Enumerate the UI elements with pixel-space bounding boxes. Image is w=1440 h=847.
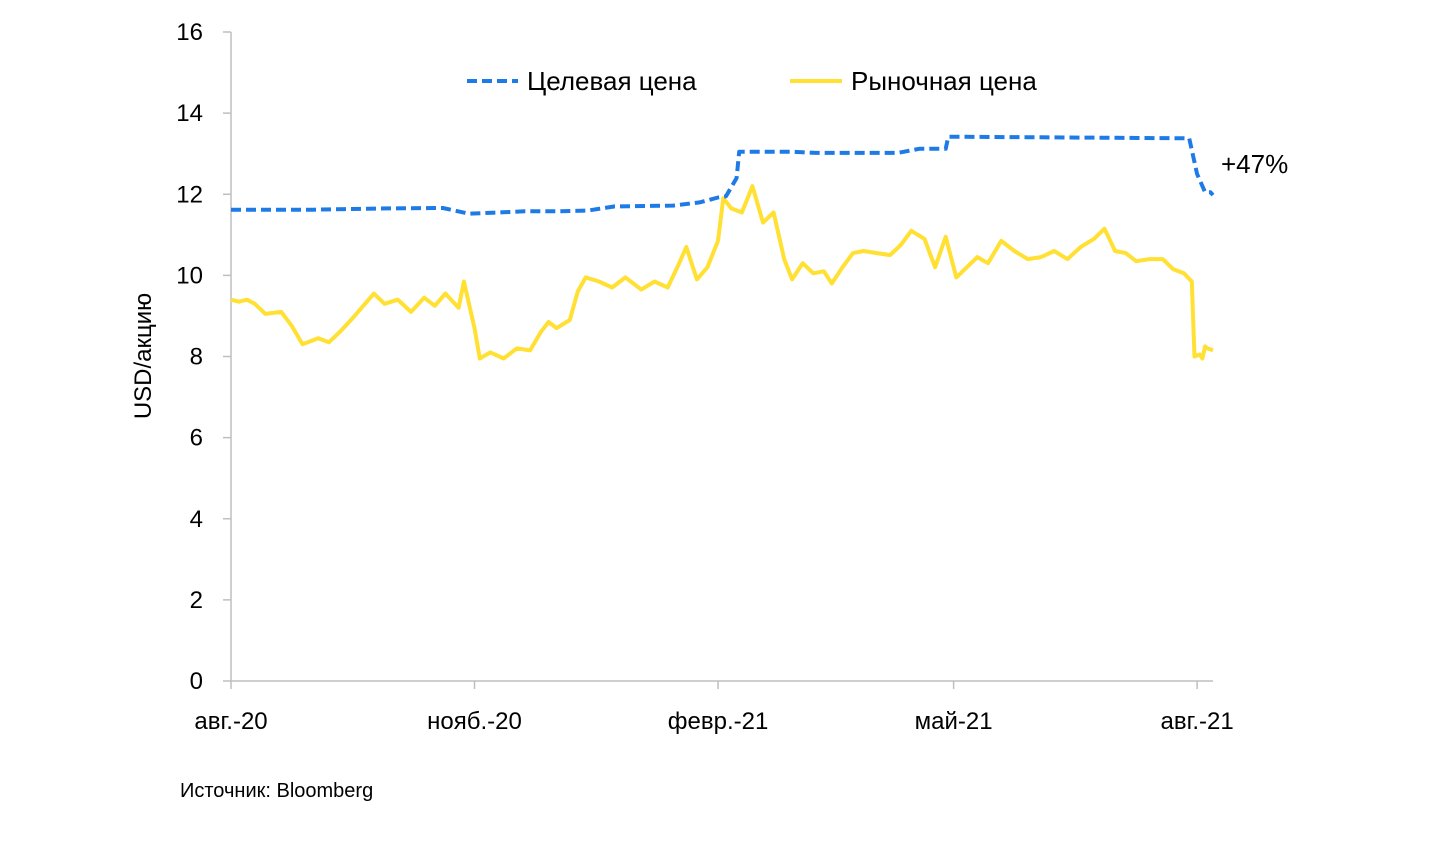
y-tick-label: 14: [176, 100, 203, 127]
series-line-market-price: [230, 184, 1214, 361]
annotation-label: +47%: [1221, 149, 1288, 179]
source-note: Источник: Bloomberg: [180, 780, 374, 802]
y-tick-label: 8: [190, 344, 203, 371]
y-tick-label: 16: [176, 19, 203, 46]
x-tick-label: февр.-21: [668, 708, 769, 735]
x-tick-label: май-21: [915, 708, 993, 735]
x-ticks: авг.-20 нояб.-20 февр.-21 май-21 авг.-21: [194, 681, 1234, 735]
y-axis-title: USD/акцию: [130, 293, 157, 419]
y-tick-label: 6: [190, 425, 203, 452]
x-tick-label: нояб.-20: [427, 708, 522, 735]
x-tick-label: авг.-21: [1160, 708, 1233, 735]
axes: [230, 32, 1213, 682]
legend-label: Целевая цена: [527, 66, 697, 96]
y-ticks: 0 2 4 6 8 10 12 14 16: [176, 19, 231, 695]
y-tick-label: 2: [190, 587, 203, 614]
y-tick-label: 12: [176, 181, 203, 208]
legend-label: Рыночная цена: [851, 66, 1037, 96]
legend: Целевая цена Рыночная цена: [467, 66, 1037, 96]
y-tick-label: 0: [190, 668, 203, 695]
y-tick-label: 4: [190, 506, 203, 533]
x-tick-label: авг.-20: [194, 708, 267, 735]
series-line-target-price: [231, 134, 1215, 216]
series-layer: [230, 134, 1215, 361]
y-tick-label: 10: [176, 262, 203, 289]
